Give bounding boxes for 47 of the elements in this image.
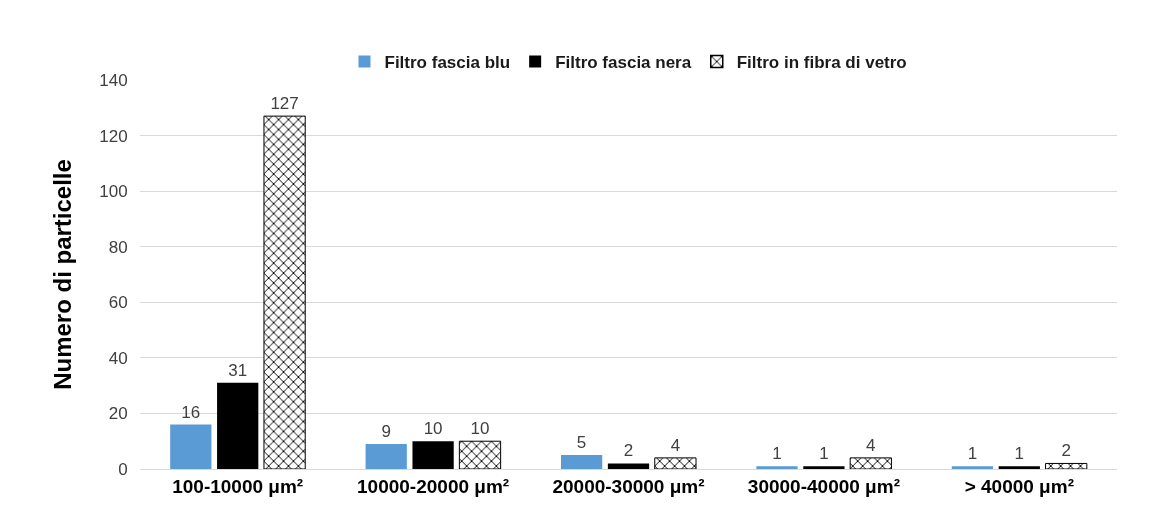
legend-label: Filtro in fibra di vetro [736,53,907,73]
y-tick-label: 60 [108,293,128,313]
data-label: 1 [772,444,782,464]
y-tick-label: 140 [99,70,128,90]
bar [217,382,259,469]
y-tick-label: 40 [108,348,128,368]
y-tick-label: 100 [99,182,128,202]
x-tick-label: 10000-20000 μm² [357,475,510,497]
y-tick-label: 80 [108,237,128,257]
bar [951,466,994,469]
x-tick-label: 100-10000 μm² [172,475,304,497]
x-tick-label: 30000-40000 μm² [747,475,900,497]
bar [263,115,306,469]
bar [560,455,603,469]
x-tick-label: > 40000 μm² [964,475,1074,497]
data-label: 1 [967,444,978,464]
bar [458,440,502,469]
bar [365,443,407,469]
bar [654,457,697,469]
data-label: 1 [819,444,829,464]
bar [849,457,892,469]
data-label: 31 [228,360,248,380]
y-tick-label: 20 [108,404,128,424]
bar [607,463,650,469]
y-tick-label: 120 [99,126,128,146]
bar [1045,462,1088,469]
legend-label: Filtro fascia nera [555,53,692,73]
data-label: 10 [470,419,490,439]
y-tick-label: 0 [118,459,128,479]
bar [803,466,845,469]
data-label: 1 [1014,444,1025,464]
data-label: 10 [423,419,443,439]
bar [412,441,454,469]
data-label: 2 [1061,441,1071,461]
bar [998,466,1040,469]
data-label: 5 [576,433,587,453]
x-tick-label: 20000-30000 μm² [552,475,705,497]
data-label: 2 [623,441,634,461]
data-label: 16 [181,402,201,422]
bar [170,424,212,469]
data-label: 4 [866,435,876,455]
data-label: 127 [270,94,299,114]
bar [756,466,798,469]
data-label: 9 [381,421,391,441]
y-axis-title: Numero di particelle [49,159,77,390]
legend-label: Filtro fascia blu [384,53,511,73]
data-label: 4 [670,435,681,455]
